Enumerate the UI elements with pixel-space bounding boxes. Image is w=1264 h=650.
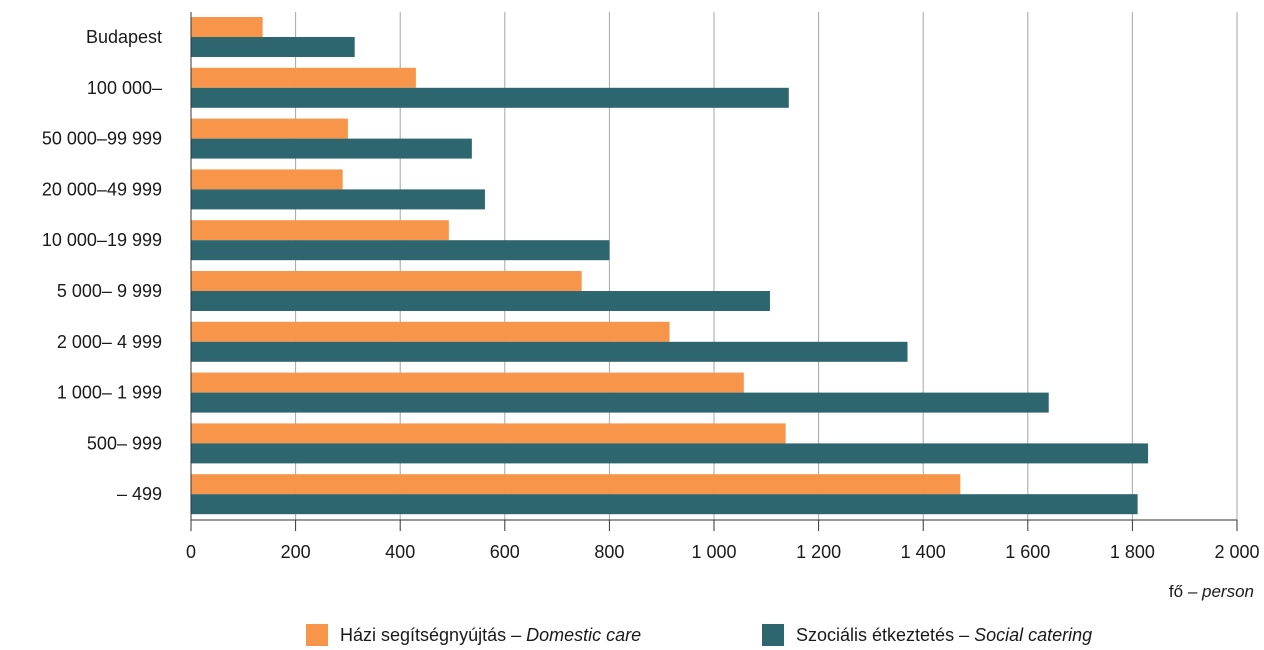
bar-domestic-care [191,67,416,88]
x-tick-label: 1 400 [901,542,946,562]
x-tick-label: 400 [385,542,415,562]
bar-social-catering [191,291,770,311]
bar-social-catering [191,341,908,362]
legend-item-domestic-care: Házi segítségnyújtás – Domestic care [306,624,641,646]
legend-swatch-social-catering [762,624,784,646]
bar-chart: 0 200 400 600 800 1 000 1 200 1 400 1 600 1 800 2 … [42,12,1260,562]
x-tick-label: 1 200 [796,542,841,562]
category-label: 50 000–99 999 [42,129,162,149]
category-label: Budapest [86,27,162,47]
bar-domestic-care [191,321,670,342]
bar-domestic-care [191,220,449,241]
bar-social-catering [191,138,472,159]
bar-social-catering [191,494,1138,515]
category-label: 20 000–49 999 [42,179,162,199]
category-label: 1 000– 1 999 [57,383,162,403]
x-tick-label: 1 000 [691,542,736,562]
legend-item-social-catering: Szociális étkeztetés – Social catering [762,624,1092,646]
x-tick-label: 1 600 [1005,542,1050,562]
bar-social-catering [191,443,1149,464]
legend-swatch-domestic-care [306,624,328,646]
bar-domestic-care [191,474,961,495]
x-tick-label: 1 800 [1110,542,1155,562]
bar-social-catering [191,189,485,210]
unit-label: fő – person [1168,582,1254,601]
bar-domestic-care [191,169,343,190]
bar-domestic-care [191,423,786,444]
bar-social-catering [191,37,355,57]
x-tick-label: 600 [490,542,520,562]
y-axis-labels: Budapest 100 000– 50 000–99 999 20 000–49 9… [42,27,162,504]
bar-social-catering [191,240,610,261]
x-tick-label: 0 [186,542,196,562]
x-tick-label: 800 [594,542,624,562]
bar-domestic-care [191,118,348,139]
legend: Házi segítségnyújtás – Domestic care Szo… [0,624,1264,648]
x-axis: 0 200 400 600 800 1 000 1 200 1 400 1 600 1 800 2 … [186,12,1260,562]
bar-social-catering [191,392,1049,413]
category-label: 500– 999 [87,433,162,453]
x-tick-label: 200 [281,542,311,562]
category-label: – 499 [117,484,162,504]
bar-domestic-care [191,271,582,291]
x-tick-label: 2 000 [1214,542,1259,562]
bar-domestic-care [191,372,744,393]
bars [191,17,1149,515]
bar-domestic-care [191,17,263,37]
bar-social-catering [191,87,789,108]
category-label: 100 000– [87,78,162,98]
category-label: 5 000– 9 999 [57,281,162,301]
category-label: 2 000– 4 999 [57,332,162,352]
category-label: 10 000–19 999 [42,230,162,250]
